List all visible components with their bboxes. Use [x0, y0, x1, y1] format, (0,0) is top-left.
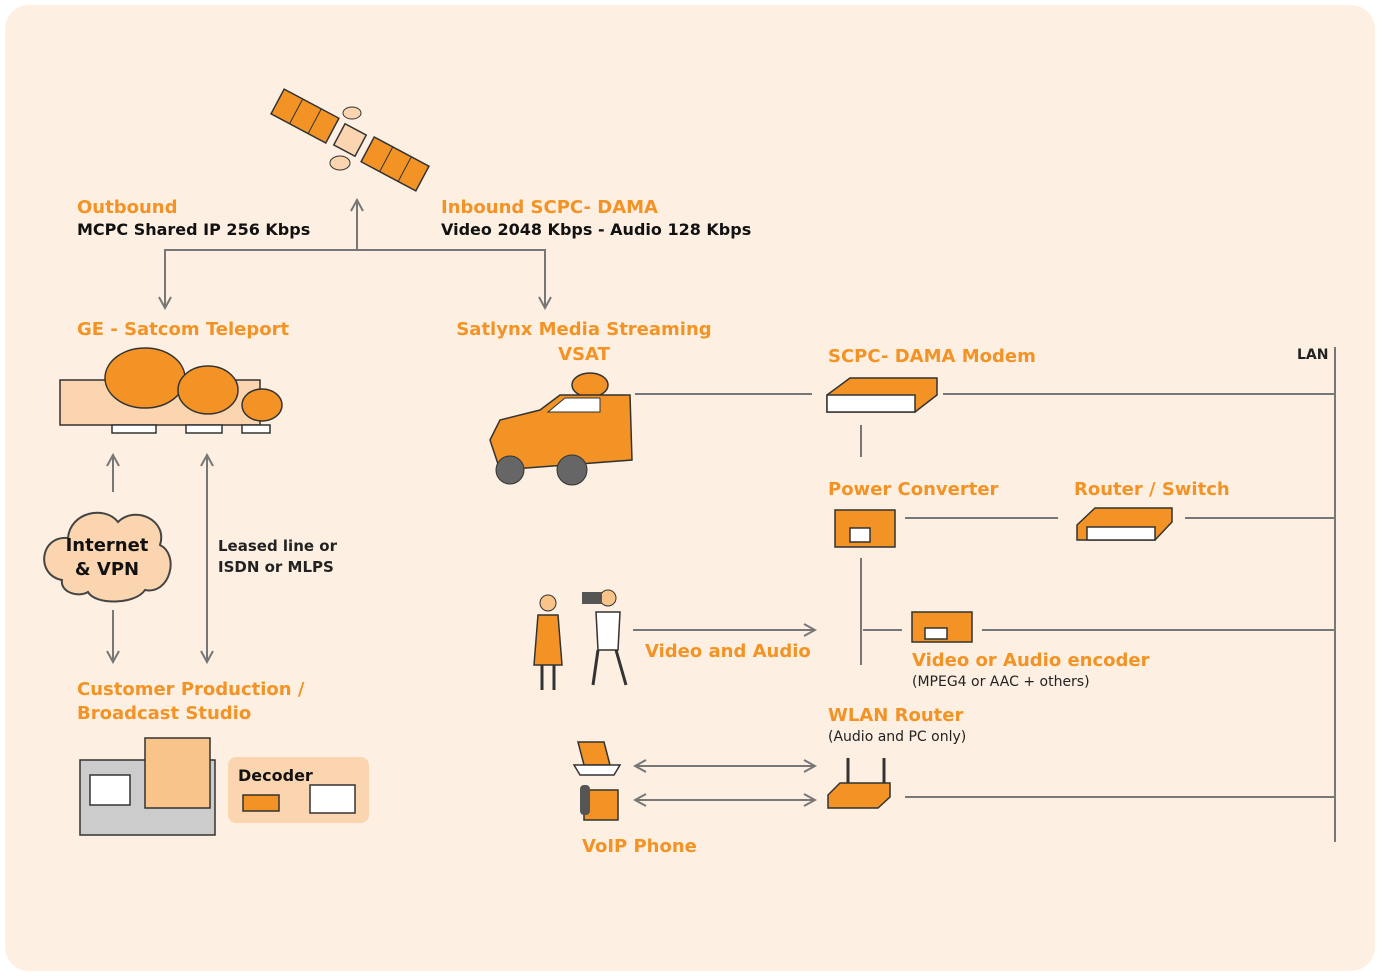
inbound-detail: Video 2048 Kbps - Audio 128 Kbps — [441, 220, 751, 239]
modem-label: SCPC- DAMA Modem — [828, 346, 1036, 367]
encoder-panel — [925, 628, 947, 639]
encoder-label: Video or Audio encoder — [912, 650, 1150, 671]
phone-icon — [580, 785, 618, 820]
diagram: Outbound MCPC Shared IP 256 Kbps Inbound… — [0, 0, 1382, 976]
wlan-router-detail: (Audio and PC only) — [828, 729, 966, 745]
outbound-title: Outbound — [77, 197, 178, 218]
lan-label: LAN — [1297, 347, 1328, 363]
encoder-detail: (MPEG4 or AAC + others) — [912, 674, 1090, 690]
leased-line-label: ISDN or MLPS — [218, 558, 334, 576]
router-switch-label: Router / Switch — [1074, 479, 1230, 500]
voip-label: VoIP Phone — [582, 836, 697, 857]
operator-icon — [310, 785, 355, 813]
studio-label: Customer Production / — [77, 679, 305, 700]
wlan-router-icon — [828, 783, 890, 808]
decoder-icon — [243, 795, 279, 811]
leased-line-label: Leased line or — [218, 537, 338, 555]
internet-label: & VPN — [75, 559, 139, 580]
power-converter-label: Power Converter — [828, 479, 999, 500]
router-switch-front — [1087, 527, 1155, 540]
power-converter-panel — [850, 528, 870, 542]
decoder-label: Decoder — [238, 766, 313, 785]
video-audio-label: Video and Audio — [645, 641, 811, 662]
vsat-label: VSAT — [558, 344, 610, 365]
wlan-router-label: WLAN Router — [828, 705, 963, 726]
inbound-title: Inbound SCPC- DAMA — [441, 197, 658, 218]
internet-label: Internet — [66, 535, 149, 556]
studio-label: Broadcast Studio — [77, 703, 251, 724]
teleport-label: GE - Satcom Teleport — [77, 319, 289, 340]
outbound-detail: MCPC Shared IP 256 Kbps — [77, 220, 310, 239]
vsat-label: Satlynx Media Streaming — [456, 319, 711, 340]
modem-front — [827, 395, 915, 412]
